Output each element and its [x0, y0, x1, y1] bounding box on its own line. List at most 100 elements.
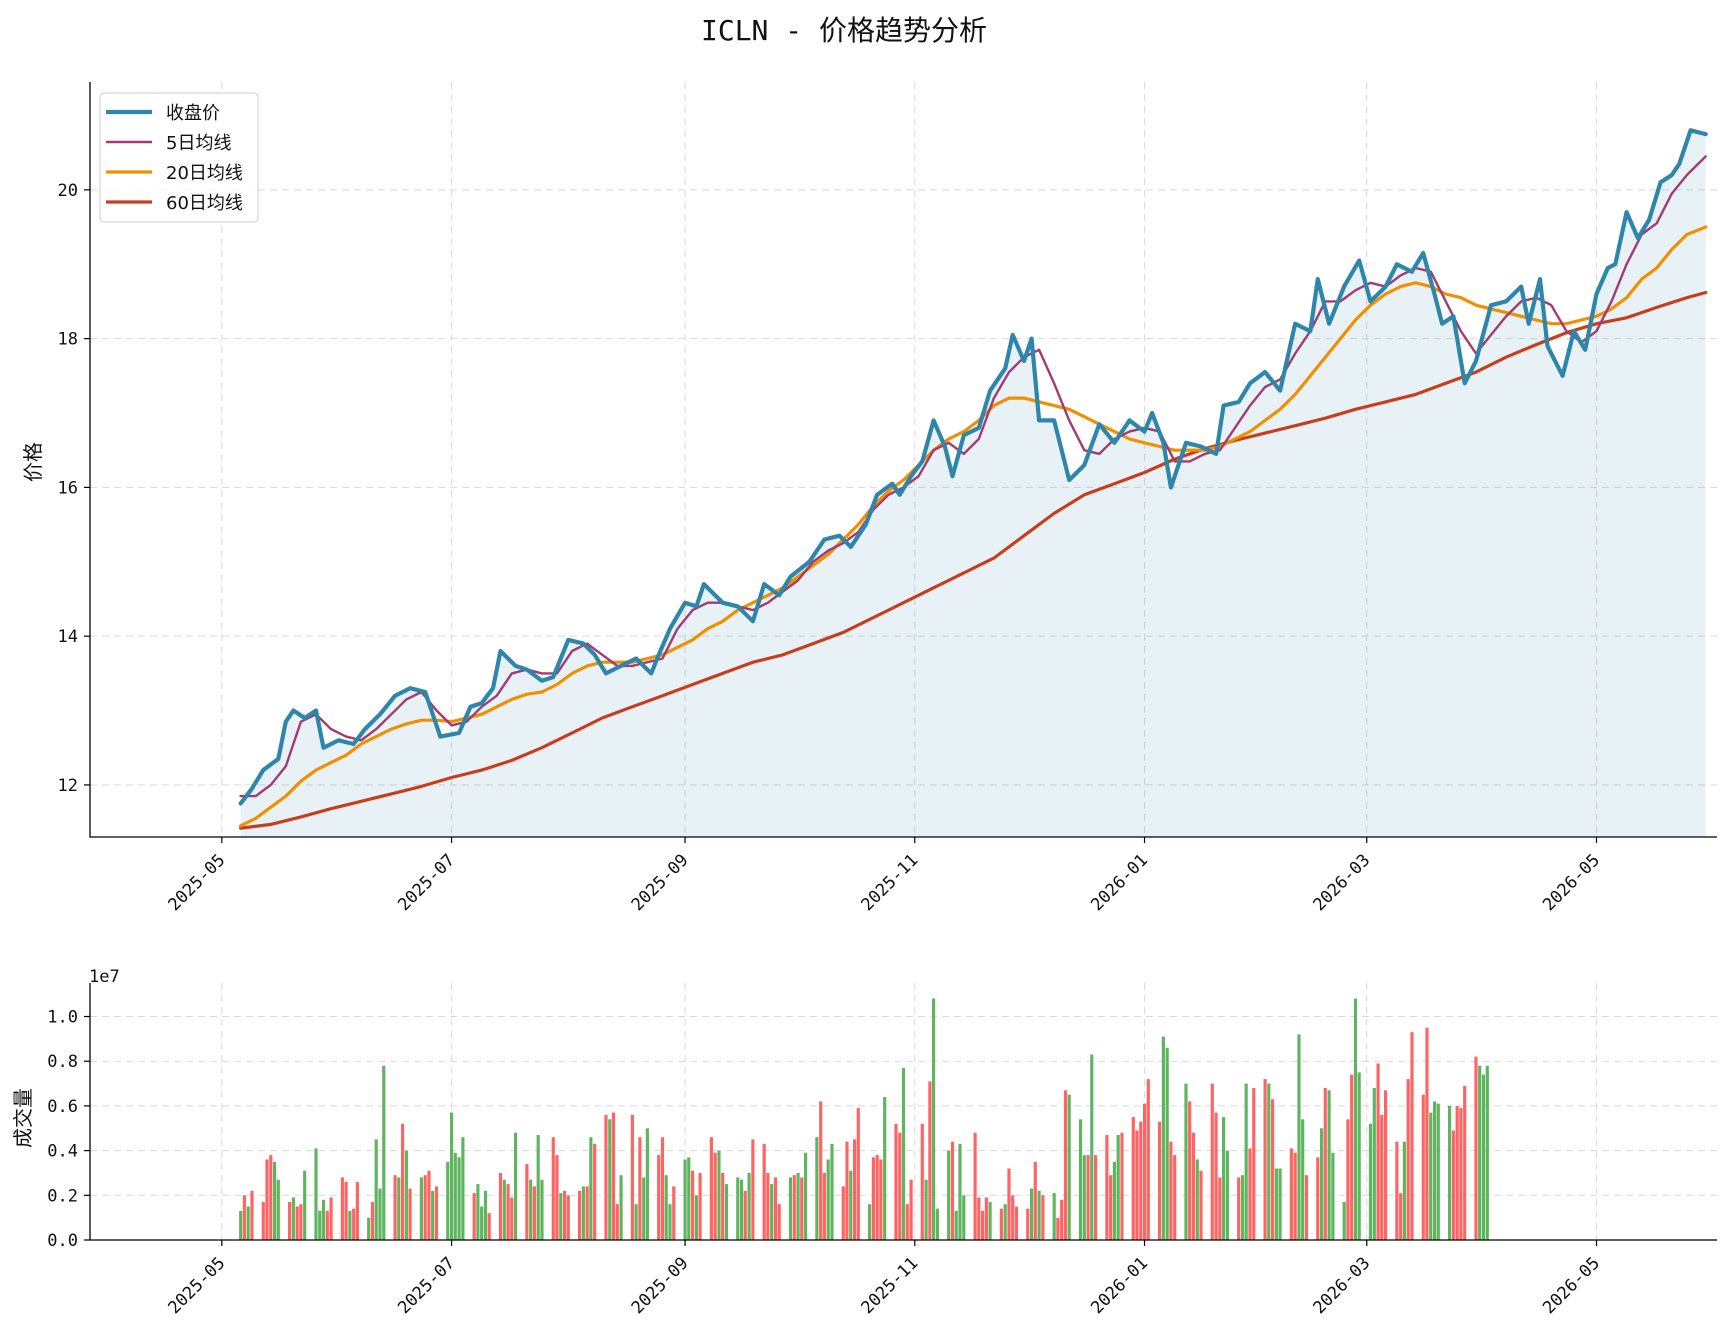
- volume-bar: [1425, 1027, 1429, 1240]
- legend-box: [99, 92, 259, 223]
- volume-bar: [1463, 1085, 1467, 1240]
- volume-bar: [1481, 1074, 1486, 1240]
- volume-bar: [1380, 1114, 1384, 1240]
- volume-xtick-label: 2025-07: [394, 1253, 459, 1318]
- price-ytick-label: 20: [58, 181, 78, 201]
- volume-bar: [261, 1202, 265, 1240]
- volume-bar: [1402, 1141, 1406, 1240]
- volume-bar: [773, 1177, 778, 1240]
- volume-bar: [480, 1206, 484, 1240]
- close-price-area-fill: [240, 130, 1706, 838]
- volume-bar: [1188, 1101, 1192, 1240]
- volume-bar: [1052, 1193, 1056, 1240]
- price-lines: [238, 128, 1708, 830]
- volume-bar: [894, 1123, 898, 1240]
- volume-bar: [1455, 1105, 1459, 1240]
- volume-bar: [453, 1152, 457, 1240]
- volume-bar: [532, 1186, 536, 1240]
- volume-bar: [638, 1137, 642, 1240]
- volume-bar: [1210, 1083, 1214, 1240]
- price-axis-label: 价格: [21, 442, 45, 482]
- volume-bar: [563, 1190, 567, 1240]
- volume-bar: [1316, 1157, 1320, 1240]
- volume-bar: [352, 1208, 356, 1240]
- volume-bar: [1222, 1117, 1226, 1240]
- volume-bar: [615, 1204, 619, 1240]
- volume-bar: [476, 1184, 480, 1240]
- volume-bar: [920, 1123, 924, 1240]
- legend-label: 收盘价: [166, 103, 220, 124]
- volume-bar: [348, 1210, 352, 1240]
- volume-bar: [849, 1170, 853, 1240]
- volume-bar: [657, 1155, 661, 1240]
- volume-bar: [1014, 1206, 1019, 1240]
- volume-bar: [487, 1213, 491, 1240]
- volume-bar: [924, 1179, 928, 1240]
- volume-bar: [1120, 1132, 1124, 1240]
- volume-bar: [743, 1190, 747, 1240]
- series-line-0: [238, 128, 1708, 806]
- volume-bar: [804, 1152, 808, 1240]
- price-xtick-label: 2026-03: [1309, 850, 1374, 915]
- volume-bar: [1094, 1155, 1098, 1240]
- volume-bar: [762, 1143, 766, 1240]
- volume-bar: [1131, 1117, 1135, 1240]
- volume-bar: [555, 1155, 559, 1240]
- volume-bar: [483, 1190, 488, 1240]
- volume-bar: [736, 1177, 740, 1240]
- volume-bar: [250, 1190, 254, 1240]
- volume-xtick-label: 2025-05: [165, 1253, 230, 1318]
- volume-bar: [1030, 1188, 1034, 1240]
- volume-bar: [1041, 1195, 1045, 1240]
- volume-bar: [909, 1179, 913, 1240]
- price-grid: [90, 82, 1717, 837]
- volume-bar: [1135, 1130, 1139, 1240]
- volume-bar: [1143, 1103, 1147, 1240]
- volume-bar: [1320, 1128, 1324, 1240]
- volume-bar: [291, 1197, 295, 1240]
- volume-bar: [1060, 1199, 1064, 1240]
- volume-bar: [1105, 1135, 1109, 1240]
- volume-bar: [796, 1173, 800, 1240]
- volume-bar: [928, 1081, 932, 1240]
- volume-bar: [393, 1175, 397, 1240]
- volume-bar: [1485, 1065, 1489, 1240]
- volume-bar: [973, 1132, 977, 1240]
- volume-bar: [1033, 1161, 1037, 1240]
- volume-bar: [566, 1195, 570, 1240]
- volume-bar: [619, 1175, 623, 1240]
- volume-bar: [1406, 1079, 1410, 1240]
- volume-axis-label: 成交量: [11, 1088, 35, 1148]
- legend-label: 20日均线: [166, 163, 243, 184]
- volume-bar: [401, 1123, 405, 1240]
- volume-bar: [273, 1161, 277, 1240]
- volume-bar: [1274, 1168, 1278, 1240]
- volume-bar: [295, 1206, 299, 1240]
- volume-bar: [1067, 1094, 1071, 1240]
- volume-bar: [502, 1179, 506, 1240]
- volume-bar: [694, 1195, 698, 1240]
- volume-bar: [578, 1190, 582, 1240]
- volume-bar: [1173, 1155, 1177, 1240]
- volume-bar: [766, 1173, 770, 1240]
- volume-bar: [1112, 1161, 1116, 1240]
- volume-bar: [962, 1195, 966, 1240]
- volume-bar: [1301, 1119, 1305, 1240]
- volume-bar: [419, 1177, 423, 1240]
- volume-bar: [898, 1132, 902, 1240]
- volume-bar: [826, 1159, 830, 1240]
- volume-bar: [446, 1161, 450, 1240]
- volume-bar: [1214, 1112, 1218, 1240]
- volume-xtick-label: 2026-05: [1539, 1253, 1604, 1318]
- volume-bar: [713, 1152, 717, 1240]
- volume-bar: [1304, 1175, 1309, 1240]
- volume-bar: [901, 1067, 906, 1240]
- price-xtick-label: 2026-05: [1539, 850, 1604, 915]
- volume-bar: [1244, 1083, 1248, 1240]
- volume-bar: [830, 1143, 834, 1240]
- volume-bar: [551, 1137, 555, 1240]
- volume-bar: [815, 1137, 819, 1240]
- volume-bar: [950, 1141, 955, 1240]
- volume-bar: [593, 1143, 597, 1240]
- volume-bar: [408, 1188, 412, 1240]
